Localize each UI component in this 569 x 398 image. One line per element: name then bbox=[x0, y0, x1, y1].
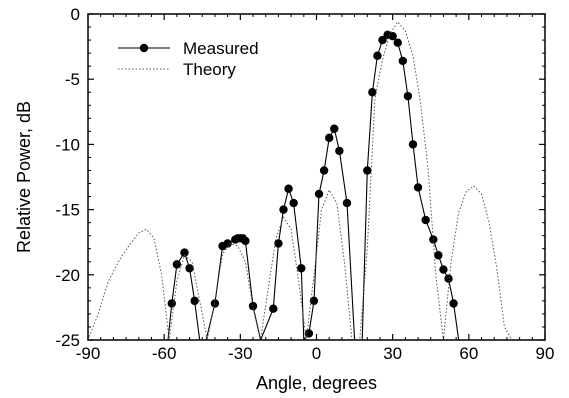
y-tick-label: -20 bbox=[55, 266, 80, 285]
data-point bbox=[408, 140, 418, 149]
data-point bbox=[398, 56, 408, 66]
data-point bbox=[248, 301, 258, 311]
data-point bbox=[210, 299, 220, 308]
data-point bbox=[289, 198, 298, 208]
axes: -90 -60 -30 0 30 60 90 0 -5 -10 -15 -20 -25 bbox=[55, 5, 554, 363]
x-tick-label: 0 bbox=[312, 344, 321, 363]
data-point bbox=[373, 51, 382, 60]
data-point bbox=[393, 38, 402, 47]
data-point bbox=[180, 248, 189, 257]
data-point bbox=[223, 239, 232, 248]
data-point bbox=[172, 260, 182, 269]
data-point bbox=[274, 239, 283, 248]
data-point bbox=[335, 146, 344, 156]
data-point bbox=[368, 88, 377, 97]
data-point bbox=[363, 166, 372, 175]
y-tick-label: -15 bbox=[55, 201, 80, 220]
x-tick-label: -90 bbox=[76, 344, 101, 363]
x-tick-label: -60 bbox=[152, 344, 177, 363]
data-point bbox=[378, 35, 387, 45]
series-line-theory bbox=[88, 20, 545, 340]
data-point bbox=[314, 189, 324, 199]
data-point bbox=[324, 133, 334, 143]
data-point bbox=[241, 236, 250, 246]
data-point bbox=[279, 205, 288, 214]
data-point bbox=[269, 304, 278, 313]
legend-label-measured: Measured bbox=[183, 39, 259, 58]
y-tick-label: 0 bbox=[71, 5, 80, 24]
data-point bbox=[167, 299, 176, 308]
x-tick-label: 60 bbox=[459, 344, 478, 363]
x-tick-label: -30 bbox=[228, 344, 253, 363]
x-axis-label: Angle, degrees bbox=[256, 373, 377, 393]
data-point bbox=[185, 264, 194, 273]
y-tick-label: -10 bbox=[55, 135, 80, 154]
data-point bbox=[439, 265, 448, 274]
legend: Measured Theory bbox=[118, 39, 259, 79]
data-point bbox=[449, 299, 458, 308]
data-point bbox=[330, 124, 339, 133]
y-axis-label: Relative Power, dB bbox=[14, 101, 34, 253]
plot-frame bbox=[87, 13, 546, 341]
data-point bbox=[319, 166, 329, 175]
data-point bbox=[342, 198, 352, 208]
data-point bbox=[284, 184, 293, 193]
data-point bbox=[388, 31, 397, 41]
x-tick-label: 30 bbox=[383, 344, 402, 363]
series-group bbox=[88, 20, 545, 340]
data-point bbox=[297, 264, 306, 273]
data-point bbox=[309, 296, 319, 306]
data-point bbox=[444, 274, 453, 283]
data-point bbox=[403, 91, 413, 101]
legend-label-theory: Theory bbox=[183, 60, 236, 79]
data-point bbox=[413, 183, 423, 192]
series-line-measured bbox=[167, 34, 485, 340]
data-point bbox=[434, 251, 443, 260]
y-tick-label: -5 bbox=[65, 70, 80, 89]
x-tick-label: 90 bbox=[536, 344, 555, 363]
legend-marker bbox=[139, 43, 149, 53]
data-point bbox=[421, 215, 430, 225]
y-tick-label: -25 bbox=[55, 331, 80, 350]
data-point bbox=[190, 296, 199, 306]
